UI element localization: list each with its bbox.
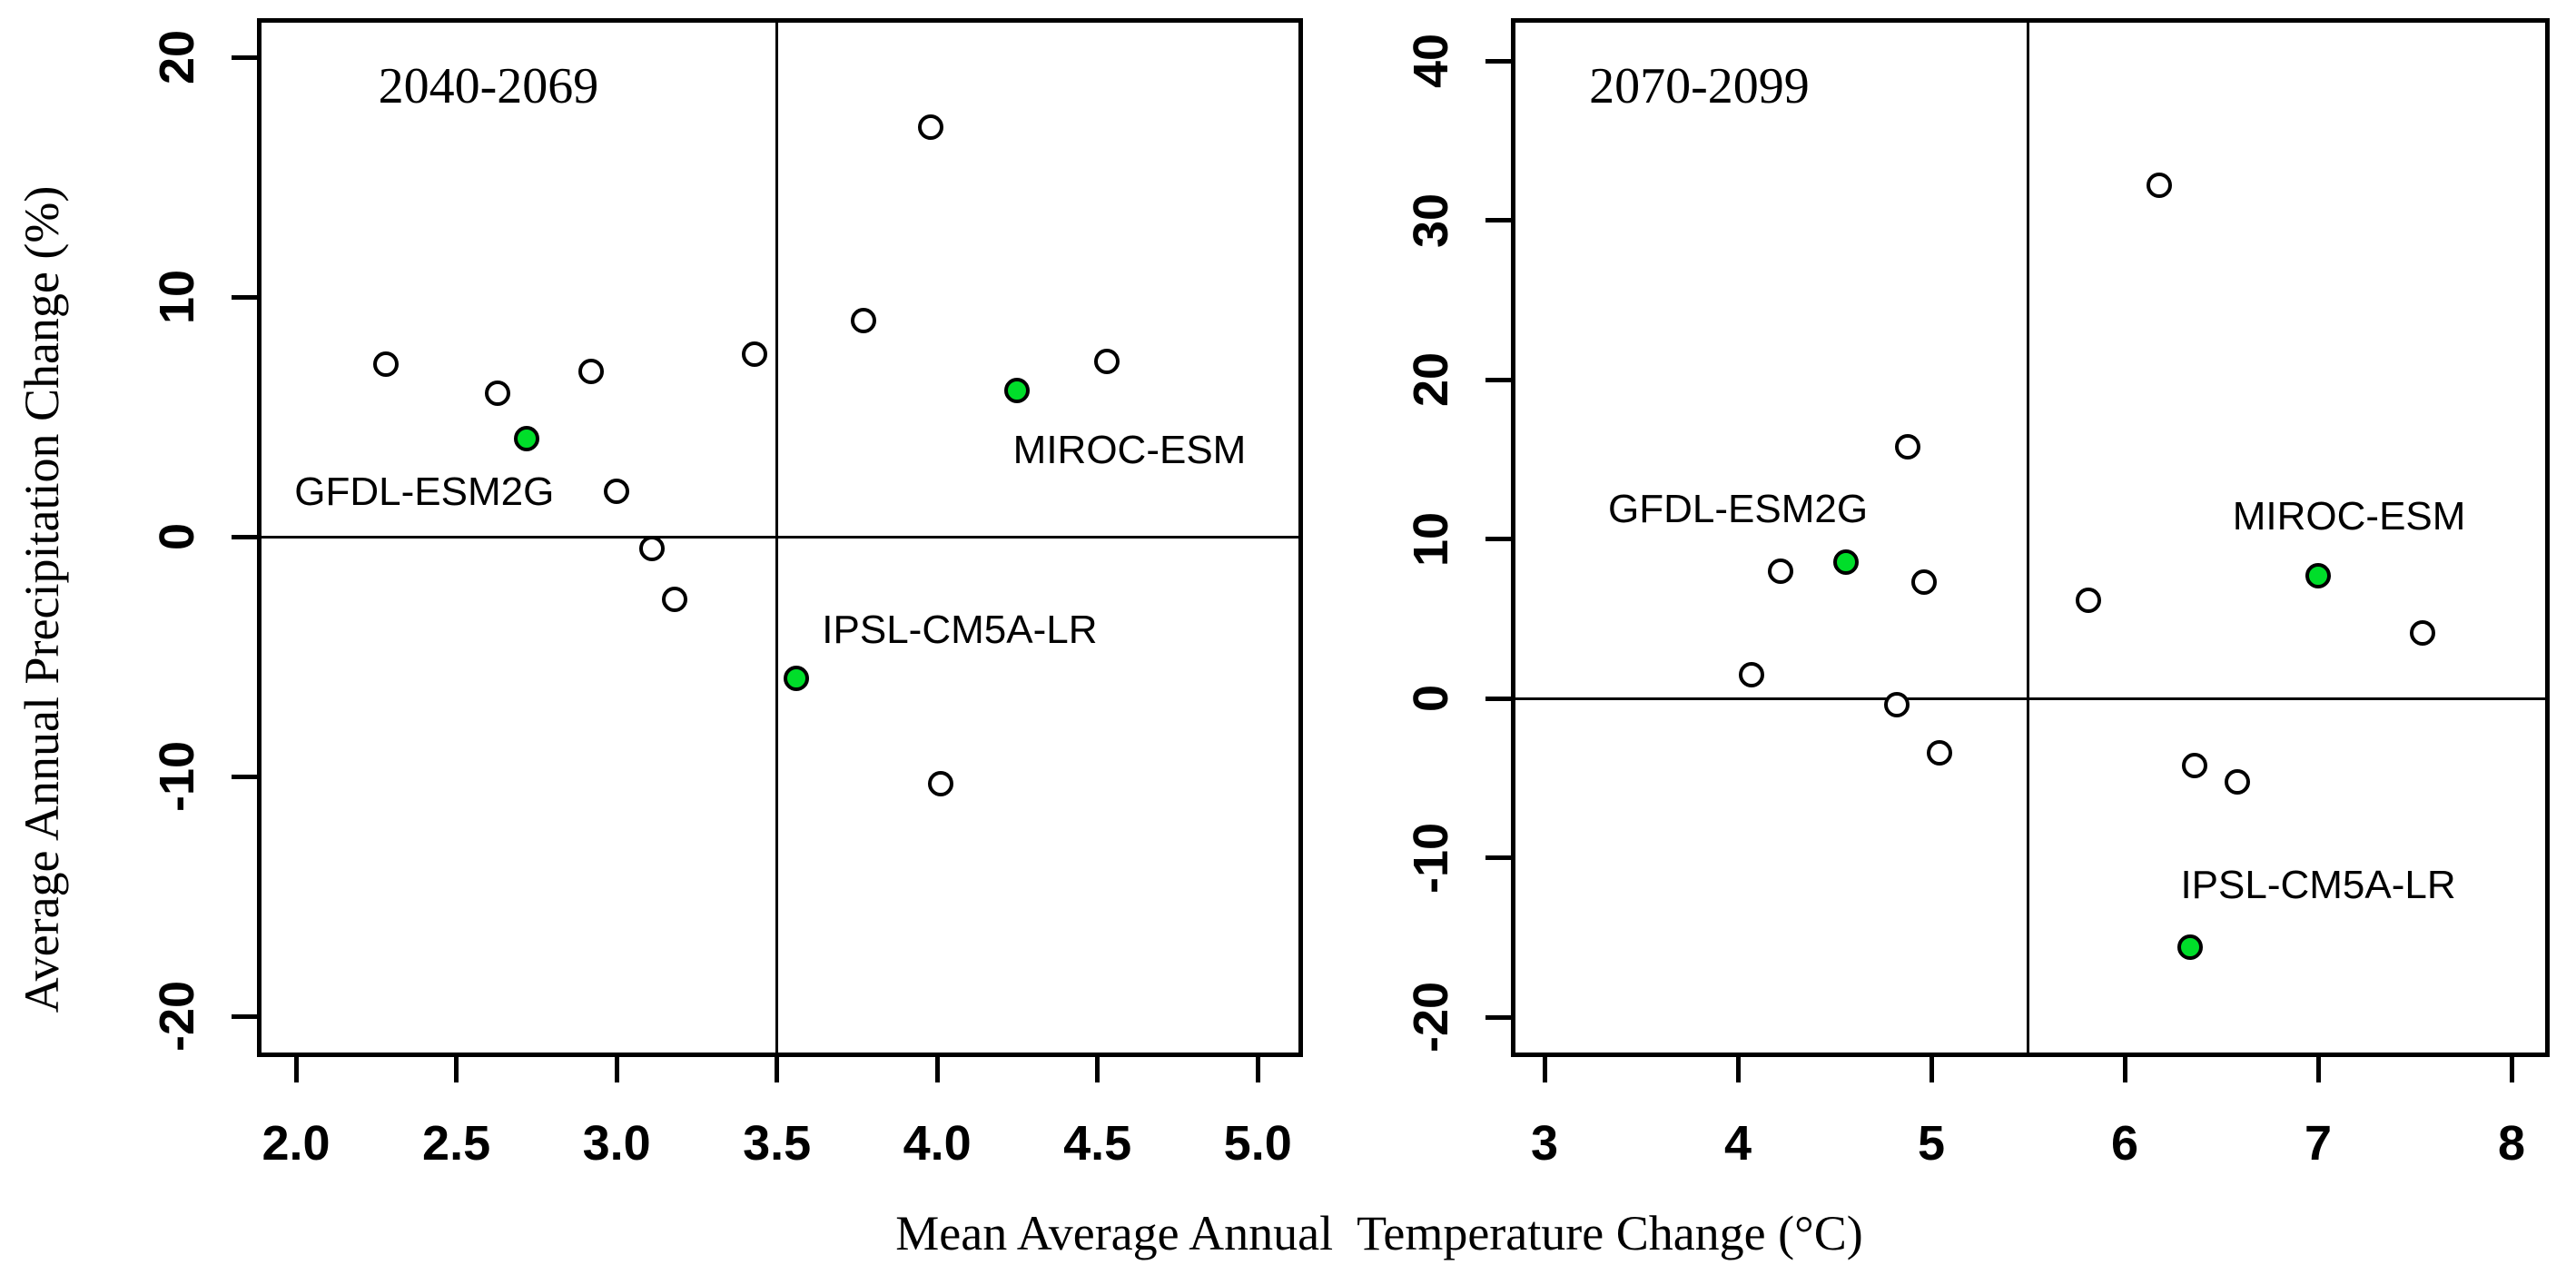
highlight-point-ipsl-cm5a-lr — [783, 665, 809, 691]
period-title: 2040-2069 — [378, 57, 599, 114]
x-tick-label: 4.0 — [903, 1116, 972, 1171]
y-axis-tick — [232, 534, 257, 539]
y-axis-tick — [232, 294, 257, 300]
highlight-point-gfdl-esm2g — [514, 425, 540, 451]
model-data-point — [638, 536, 665, 562]
y-tick-label: 10 — [1404, 511, 1458, 567]
x-tick-label: 3.5 — [743, 1116, 812, 1171]
x-axis-tick — [1095, 1057, 1100, 1082]
model-data-point — [2147, 173, 2173, 199]
model-data-point — [1926, 740, 1952, 766]
y-axis-tick — [1485, 696, 1511, 701]
x-axis-tick — [2122, 1057, 2127, 1082]
y-tick-label: 20 — [150, 29, 204, 85]
y-axis-tick — [1485, 1014, 1511, 1020]
highlight-point-gfdl-esm2g — [1833, 549, 1860, 575]
model-data-point — [850, 308, 876, 334]
model-data-point — [918, 114, 944, 140]
x-axis-tick — [2509, 1057, 2514, 1082]
x-tick-label: 7 — [2305, 1116, 2333, 1171]
x-tick-label: 8 — [2498, 1116, 2526, 1171]
model-data-point — [604, 478, 630, 504]
model-data-point — [1883, 692, 1910, 718]
y-axis-tick — [1485, 537, 1511, 542]
y-axis-tick — [1485, 218, 1511, 223]
model-data-point — [741, 341, 767, 368]
y-axis-tick — [1485, 855, 1511, 861]
model-data-point — [2410, 620, 2436, 647]
zero-precipitation-line — [257, 535, 1303, 539]
y-tick-label: -20 — [150, 981, 204, 1053]
x-axis-tick — [1255, 1057, 1260, 1082]
x-tick-label: 2.0 — [262, 1116, 331, 1171]
model-label-miroc-esm: MIROC-ESM — [2232, 494, 2466, 539]
y-axis-tick — [232, 54, 257, 60]
y-axis-tick — [1485, 377, 1511, 382]
y-axis-title: Average Annual Precipitation Change (%) — [15, 185, 69, 1013]
model-data-point — [485, 380, 511, 406]
y-axis-tick — [1485, 58, 1511, 64]
x-tick-label: 2.5 — [422, 1116, 491, 1171]
x-tick-label: 5 — [1918, 1116, 1946, 1171]
zero-precipitation-line — [1511, 697, 2550, 700]
y-tick-label: 0 — [1404, 685, 1458, 713]
x-axis-tick — [614, 1057, 619, 1082]
x-axis-tick — [1735, 1057, 1741, 1082]
y-tick-label: -10 — [1404, 822, 1458, 894]
model-data-point — [2075, 587, 2101, 613]
x-axis-tick — [775, 1057, 780, 1082]
y-axis-tick — [232, 774, 257, 779]
model-data-point — [372, 351, 399, 377]
y-tick-label: 20 — [1404, 352, 1458, 408]
y-tick-label: 40 — [1404, 34, 1458, 89]
x-axis-title: Mean Average Annual Temperature Change (… — [895, 1206, 1863, 1260]
y-tick-label: 0 — [150, 523, 204, 551]
model-data-point — [1738, 662, 1764, 688]
x-axis-tick — [293, 1057, 299, 1082]
x-axis-tick — [934, 1057, 940, 1082]
period-title: 2070-2099 — [1589, 58, 1810, 115]
highlight-point-miroc-esm — [2305, 563, 2332, 589]
temperature-divider-line — [2027, 18, 2030, 1057]
x-axis-tick — [1929, 1057, 1934, 1082]
y-tick-label: -20 — [1404, 982, 1458, 1053]
scatter-panel-2070-2099: 2070-2099 3 4 5 6 7 8 -20 -10 0 10 20 30 40 GFDL-ESM2… — [1404, 18, 2550, 1168]
x-axis-tick — [2315, 1057, 2321, 1082]
highlight-point-miroc-esm — [1004, 378, 1031, 404]
y-tick-label: -10 — [150, 741, 204, 813]
model-label-ipsl-cm5a-lr: IPSL-CM5A-LR — [822, 608, 1098, 653]
model-data-point — [661, 586, 687, 612]
model-label-gfdl-esm2g: GFDL-ESM2G — [294, 469, 555, 515]
model-data-point — [1895, 434, 1921, 460]
model-data-point — [1094, 349, 1120, 375]
x-axis-tick — [454, 1057, 459, 1082]
x-tick-label: 3 — [1531, 1116, 1559, 1171]
x-axis-tick — [1542, 1057, 1547, 1082]
x-tick-label: 6 — [2111, 1116, 2139, 1171]
model-data-point — [1767, 558, 1793, 585]
scatter-panel-2040-2069: 2040-2069 2.0 2.5 3.0 3.5 4.0 4.5 5.0 -20 -10 0 10… — [150, 18, 1303, 1168]
temperature-divider-line — [775, 18, 779, 1057]
x-tick-label: 4 — [1724, 1116, 1752, 1171]
model-data-point — [927, 771, 953, 797]
model-data-point — [577, 358, 604, 384]
model-data-point — [2224, 768, 2250, 795]
model-label-miroc-esm: MIROC-ESM — [1012, 428, 1247, 473]
y-tick-label: 10 — [150, 270, 204, 325]
model-data-point — [1910, 569, 1937, 596]
model-label-ipsl-cm5a-lr: IPSL-CM5A-LR — [2180, 862, 2456, 907]
model-data-point — [2181, 753, 2207, 779]
x-tick-label: 5.0 — [1223, 1116, 1292, 1171]
x-tick-label: 4.5 — [1063, 1116, 1132, 1171]
y-tick-label: 30 — [1404, 193, 1458, 248]
model-label-gfdl-esm2g: GFDL-ESM2G — [1608, 486, 1869, 531]
highlight-point-ipsl-cm5a-lr — [2177, 934, 2204, 961]
y-axis-tick — [232, 1013, 257, 1019]
x-tick-label: 3.0 — [582, 1116, 651, 1171]
